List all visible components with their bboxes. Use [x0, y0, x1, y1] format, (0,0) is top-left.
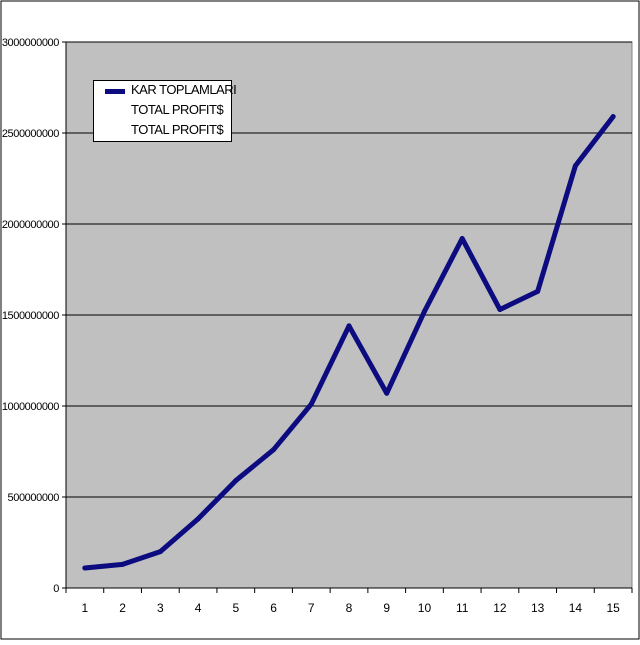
x-tick-label: 14 — [569, 601, 583, 615]
data-point — [572, 163, 578, 169]
data-point — [120, 561, 126, 567]
y-tick-label: 2000000000 — [2, 219, 59, 231]
x-tick-label: 1 — [82, 601, 89, 615]
y-tick-label: 0 — [53, 583, 59, 595]
x-tick-label: 12 — [493, 601, 507, 615]
legend-entry-2: TOTAL PROFIT$ — [94, 102, 231, 120]
legend-label: KAR TOPLAMLARI — [131, 82, 237, 97]
x-tick-label: 6 — [270, 601, 277, 615]
data-point — [346, 323, 352, 329]
x-tick-label: 4 — [195, 601, 202, 615]
data-point — [308, 401, 314, 407]
data-point — [535, 288, 541, 294]
x-tick-label: 8 — [346, 601, 353, 615]
data-point — [610, 114, 616, 120]
data-point — [271, 447, 277, 453]
x-tick-label: 9 — [383, 601, 390, 615]
legend-label: TOTAL PROFIT$ — [131, 122, 224, 137]
legend-entry-1: KAR TOPLAMLARI — [94, 82, 237, 100]
data-point — [459, 236, 465, 242]
data-point — [421, 308, 427, 314]
x-tick-label: 13 — [531, 601, 545, 615]
x-tick-label: 2 — [119, 601, 126, 615]
data-point — [82, 565, 88, 571]
x-tick-label: 5 — [232, 601, 239, 615]
legend-swatch — [105, 89, 125, 94]
legend-entry-3: TOTAL PROFIT$ — [94, 122, 231, 140]
x-tick-label: 10 — [418, 601, 432, 615]
y-tick-label: 500000000 — [8, 492, 60, 504]
data-point — [157, 549, 163, 555]
y-tick-label: 1500000000 — [2, 310, 59, 322]
data-point — [497, 307, 503, 313]
x-tick-label: 7 — [308, 601, 315, 615]
y-tick-label: 3000000000 — [2, 37, 59, 49]
x-tick-label: 15 — [606, 601, 620, 615]
legend-label: TOTAL PROFIT$ — [131, 102, 224, 117]
data-point — [384, 390, 390, 396]
data-point — [195, 516, 201, 522]
x-tick-label: 3 — [157, 601, 164, 615]
x-tick-label: 11 — [456, 601, 469, 615]
y-tick-label: 2500000000 — [2, 128, 59, 140]
legend: KAR TOPLAMLARI TOTAL PROFIT$ TOTAL PROFI… — [93, 80, 237, 142]
y-tick-label: 1000000000 — [2, 401, 59, 413]
data-point — [233, 478, 239, 484]
